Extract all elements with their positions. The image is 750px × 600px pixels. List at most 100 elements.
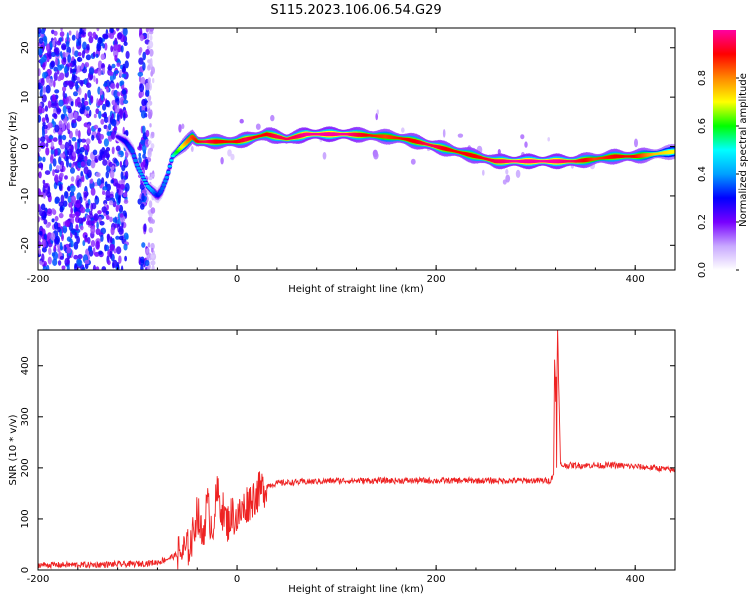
spectrogram-noise-point [457,133,464,138]
spectrogram-noise-point [72,151,76,157]
spectrogram-noise-point [102,159,108,166]
y-tick: 0 [20,567,675,573]
spectrogram-noise-point [47,100,52,109]
spectrogram-noise-point [112,217,117,223]
spectrogram-noise-point [59,206,64,213]
spectrogram-ridge-point [142,178,147,182]
spectrogram-ridge-point [672,149,675,154]
spectrogram-noise-point [149,48,154,57]
spectrogram-noise-point [74,141,78,151]
spectrogram-noise-point [44,170,51,176]
spectrogram-noise-point [84,237,88,243]
spectrogram-noise-point [322,152,327,160]
spectrogram-noise-point [150,242,155,250]
spectrogram-noise-point [102,186,108,191]
spectrogram-noise-point [74,263,78,269]
spectrogram-noise-point [116,62,121,67]
spectrogram-noise-point [149,34,153,41]
spectrogram-noise-point [93,69,99,74]
spectrogram-noise-point [117,32,123,40]
spectrogram-noise-point [95,108,100,115]
spectrogram-noise-point [57,65,63,71]
spectrogram-noise-point [92,51,96,58]
spectrogram-noise-point [87,127,92,134]
spectrogram-noise-point [123,232,129,240]
spectrogram-noise-point [115,145,121,152]
spectrogram-noise-point [97,127,102,132]
snr-y-ticks: 0 100 200 300 400 [20,356,675,573]
spectrogram-noise-point [41,239,47,248]
spectrogram-noise-point [74,98,78,107]
spectrogram-noise-point [101,206,107,213]
spectrogram-noise-point [85,203,90,210]
spectrogram-noise-point [90,159,96,169]
spectrogram-noise-point [116,204,121,210]
spectrogram-noise-point [111,113,115,119]
spectrogram-noise-point [71,213,76,219]
spectrogram-noise-point [57,247,61,253]
spectrogram-noise-point [99,133,104,140]
spectrogram-noise-point [52,251,59,261]
spectrogram-noise-point [38,105,43,114]
spectrogram-noise-point [98,155,103,162]
spectrogram-noise-point [53,113,58,120]
spectrogram-noise-point [65,96,69,105]
spectrogram-noise-point [53,79,56,88]
spectrogram-noise-point [66,158,69,168]
spectrogram-noise-point [119,160,123,168]
spectrogram-noise-point [138,152,141,158]
spectrogram-noise-point [55,57,58,66]
spectrogram-noise-point [113,44,119,50]
spectrogram-noise-point [38,162,44,169]
spectrogram-noise-point [43,35,48,43]
spectrogram-noise-point [66,186,71,191]
spectrogram-noise-point [84,259,90,265]
spectrogram-noise-point [55,165,60,171]
colorbar-tick-label: 0.2 [697,214,708,230]
spectrogram-ridge-point [134,163,140,167]
spectrogram-noise-point [115,192,119,200]
spectrogram-noise-point [634,138,638,148]
spectrogram-noise-point [140,139,145,145]
colorbar-tick-label: 0.4 [697,166,708,182]
spectrogram-noise-point [49,163,53,172]
spectrogram-noise-point [48,247,52,255]
spectrogram-noise-point [105,215,110,220]
spectrogram-noise-point [88,36,94,44]
spectrogram-noise-point [106,164,111,173]
spectrogram-noise-point [105,210,110,215]
spectrogram-noise-point [45,142,49,148]
spectrogram-ridge-point [133,158,138,163]
spectrogram-noise-point [66,264,70,270]
spectrogram-panel: -200 0 200 400 -20 -10 0 10 20 Height of straig… [8,27,676,295]
spectrogram-noise-point [107,260,111,266]
spectrogram-noise-point [143,223,147,233]
spectrogram-noise-point [88,246,93,252]
spectrogram-noise-point [38,156,43,162]
spectrogram-noise-point [57,76,62,82]
spectrogram-noise-point [54,89,60,94]
spectrogram-noise-point [41,117,46,123]
spectrogram-noise-point [152,78,155,84]
y-tick: -10 [20,188,675,204]
spectrogram-noise-point [42,128,45,138]
spectrogram-noise-point [150,207,156,214]
spectrogram-noise-point [50,232,56,241]
spectrogram-noise-point [547,137,550,142]
spectrogram-noise-point [145,82,151,91]
spectrogram-noise-point [116,82,120,89]
spectrogram-noise-point [102,190,106,195]
spectrogram-noise-point [515,169,521,178]
spectrogram-noise-point [85,208,91,213]
spectrogram-noise-point [98,110,102,120]
y-tick-label: 20 [20,41,31,54]
spectrogram-noise-point [48,78,54,87]
spectrogram-noise-point [146,32,150,40]
spectrogram-noise-point [76,179,80,188]
spectrogram-noise-point [95,241,100,250]
spectrogram-noise-point [81,266,86,270]
spectrogram-noise-point [124,170,129,180]
spectrogram-noise-point [270,114,275,122]
spectrogram-y-ticks: -20 -10 0 10 20 [20,41,675,253]
spectrogram-noise-point [54,198,59,204]
